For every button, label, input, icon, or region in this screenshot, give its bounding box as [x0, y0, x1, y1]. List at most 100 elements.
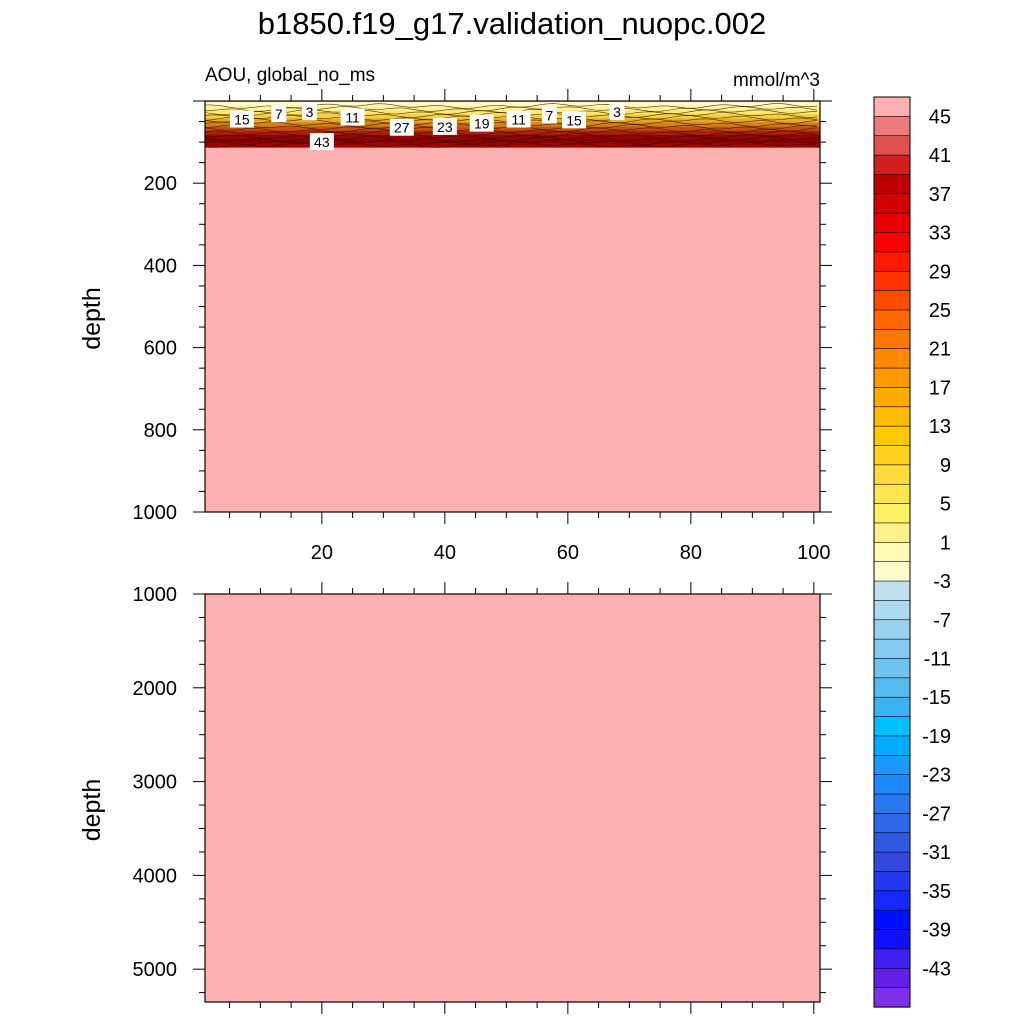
y-tick-label: 200	[144, 173, 177, 195]
lower-panel: 1000 2000 3000 4000 5000 depth	[78, 582, 832, 1014]
colorbar-label: -7	[933, 610, 951, 632]
colorbar-swatch	[873, 716, 911, 737]
colorbar-label: 17	[929, 377, 951, 399]
colorbar-swatch	[873, 871, 911, 892]
contour-label: 7	[546, 107, 554, 123]
colorbar-swatch	[873, 232, 911, 253]
contour-band	[205, 142, 820, 148]
colorbar-label: -31	[922, 842, 951, 864]
contour-label-bg	[432, 117, 457, 135]
colorbar-swatch	[873, 580, 911, 602]
colorbar-swatch	[873, 967, 911, 989]
colorbar-label: -43	[922, 958, 951, 980]
y-tick-label: 400	[144, 255, 177, 277]
contour-label-bg	[609, 103, 625, 121]
y-tick-label: 800	[144, 420, 177, 442]
contour-label: 3	[306, 104, 314, 120]
contour-label-bg	[506, 110, 531, 128]
contour-line	[204, 127, 818, 133]
colorbar-swatch	[873, 658, 911, 679]
colorbar-swatch	[873, 193, 911, 214]
colorbar-label: 5	[940, 494, 951, 516]
contour-band	[205, 106, 820, 111]
colorbar-label: 37	[929, 184, 951, 206]
colorbar-swatch	[873, 464, 911, 485]
colorbar-label: -39	[922, 920, 951, 942]
colorbar-swatch	[873, 406, 911, 427]
contour-label-bg	[541, 106, 557, 124]
contour-label-bg	[229, 110, 254, 128]
y-tick-label: 1000	[133, 502, 178, 524]
colorbar-label: -15	[922, 687, 951, 709]
colorbar-swatch	[873, 929, 911, 950]
contour-line	[204, 130, 818, 136]
contour-band	[205, 102, 820, 107]
colorbar-label: 45	[929, 106, 951, 128]
colorbar-swatch	[873, 483, 911, 505]
colorbar-swatch	[873, 696, 911, 718]
colorbar-swatch	[873, 561, 911, 582]
colorbar-label: 33	[929, 223, 951, 245]
y-tick-label: 1000	[133, 584, 178, 606]
colorbar-swatch	[873, 348, 911, 369]
colorbar-swatch	[873, 832, 911, 853]
main-title: b1850.f19_g17.validation_nuopc.002	[258, 6, 767, 41]
y-tick-label: 600	[144, 338, 177, 360]
lower-panel-fill	[205, 594, 820, 1002]
colorbar: 45 41 37 33 29 25 21 17 13 9 5 1 -3 -7 -11 -15 -19 -23 -27…	[873, 96, 951, 1008]
colorbar-swatch	[873, 445, 911, 466]
contour-line	[204, 106, 818, 112]
colorbar-label: 29	[929, 261, 951, 283]
contour-label: 23	[437, 119, 453, 135]
contour-band	[205, 134, 820, 140]
contour-label-bg	[389, 118, 414, 136]
colorbar-swatch	[873, 735, 911, 756]
colorbar-swatch	[873, 212, 911, 234]
colorbar-label: 21	[929, 339, 951, 361]
y-tick-label: 2000	[133, 678, 178, 700]
contour-label: 43	[314, 134, 330, 150]
contour-band	[205, 130, 820, 136]
colorbar-swatch	[873, 774, 911, 795]
colorbar-swatch	[873, 522, 911, 543]
contour-label: 15	[234, 111, 250, 127]
colorbar-swatch	[873, 754, 911, 776]
colorbar-swatch	[873, 813, 911, 834]
colorbar-label: 9	[940, 455, 951, 477]
colorbar-label: -23	[922, 765, 951, 787]
contour-label: 7	[275, 106, 283, 122]
x-tick-label: 20	[311, 542, 333, 564]
colorbar-swatch	[873, 890, 911, 911]
contour-label-bg	[340, 108, 365, 126]
colorbar-swatch	[873, 135, 911, 156]
colorbar-swatch	[873, 638, 911, 660]
colorbar-label: 41	[929, 145, 951, 167]
colorbar-swatch	[873, 677, 911, 698]
lower-panel-frame	[204, 593, 821, 1003]
contour-label: 15	[566, 112, 582, 128]
contour-line	[204, 142, 818, 148]
colorbar-label: -19	[922, 726, 951, 748]
contour-line	[204, 103, 818, 109]
upper-panel-fill	[205, 101, 820, 512]
colorbar-swatch	[873, 251, 911, 272]
colorbar-swatch	[873, 600, 911, 621]
colorbar-swatch	[873, 387, 911, 408]
y-tick-label: 4000	[133, 865, 178, 887]
colorbar-swatch	[873, 987, 911, 1008]
colorbar-label: 13	[929, 416, 951, 438]
colorbar-swatch	[873, 619, 911, 640]
colorbar-swatch	[873, 116, 911, 137]
contour-band	[205, 126, 820, 132]
y-axis-label: depth	[78, 779, 106, 842]
colorbar-swatch	[873, 154, 911, 176]
x-tick-label: 40	[434, 542, 456, 564]
contour-label: 3	[613, 104, 621, 120]
y-tick-label: 5000	[133, 959, 178, 981]
contour-label-bg	[302, 103, 318, 121]
colorbar-label: -11	[924, 648, 951, 670]
contour-label-bg	[309, 133, 334, 151]
contour-label: 27	[394, 120, 410, 136]
colorbar-swatch	[873, 309, 911, 330]
